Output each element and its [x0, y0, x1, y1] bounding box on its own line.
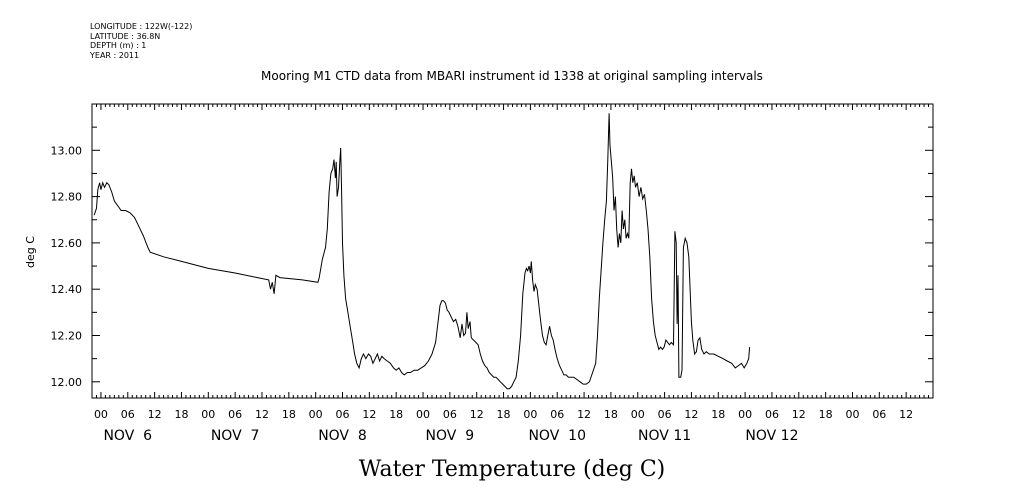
- x-day-label: NOV 12: [745, 428, 798, 444]
- y-tick-label: 13.00: [51, 144, 83, 157]
- mooring-metadata: LONGITUDE : 122W(-122) LATITUDE : 36.8N …: [90, 22, 192, 60]
- x-hour-label: 00: [523, 408, 537, 421]
- y-tick-label: 12.00: [51, 376, 83, 389]
- x-hour-label: 18: [711, 408, 725, 421]
- x-axis-label: Water Temperature (deg C): [359, 457, 666, 482]
- year-text: YEAR : 2011: [90, 50, 140, 60]
- x-hour-label: 06: [550, 408, 564, 421]
- x-hour-label: 18: [389, 408, 403, 421]
- x-day-labels: NOV 6 NOV 7 NOV 8 NOV 9 NOV 10 NOV 11 NOV 12: [103, 428, 798, 444]
- x-day-label: NOV 7: [211, 428, 260, 444]
- x-hour-label: 06: [443, 408, 457, 421]
- x-day-label: NOV 9: [426, 428, 475, 444]
- x-hour-label: 06: [658, 408, 672, 421]
- x-hour-label: 00: [94, 408, 108, 421]
- x-hour-labels: 00 06 12 18 00 06 12 18 00 06 12 18 00 06 12 18 00 06 12 18…: [94, 408, 913, 421]
- latitude-text: LATITUDE : 36.8N: [90, 31, 161, 41]
- x-hour-label: 00: [309, 408, 323, 421]
- longitude-text: LONGITUDE : 122W(-122): [90, 22, 193, 31]
- x-hour-label: 00: [201, 408, 215, 421]
- x-hour-label: 06: [121, 408, 135, 421]
- depth-text: DEPTH (m) : 1: [90, 41, 147, 50]
- x-hour-label: 12: [470, 408, 484, 421]
- x-hour-label: 12: [899, 408, 913, 421]
- x-hour-label: 12: [255, 408, 269, 421]
- x-hour-label: 18: [174, 408, 188, 421]
- x-hour-label: 06: [765, 408, 779, 421]
- y-tick-label: 12.40: [51, 283, 83, 296]
- x-hour-label: 18: [604, 408, 618, 421]
- y-axis-label: deg C: [24, 236, 37, 268]
- x-hour-label: 00: [738, 408, 752, 421]
- x-hour-label: 06: [872, 408, 886, 421]
- chart-title: Mooring M1 CTD data from MBARI instrumen…: [261, 69, 763, 83]
- x-hour-label: 06: [228, 408, 242, 421]
- x-hour-label: 12: [792, 408, 806, 421]
- x-hour-label: 00: [631, 408, 645, 421]
- x-day-label: NOV 11: [638, 428, 691, 444]
- y-tick-label: 12.20: [51, 329, 83, 342]
- x-hour-label: 12: [684, 408, 698, 421]
- x-day-label: NOV 6: [103, 428, 152, 444]
- x-hour-label: 18: [282, 408, 296, 421]
- x-hour-label: 12: [148, 408, 162, 421]
- y-tick-label: 12.80: [51, 191, 83, 204]
- series-line: [93, 113, 751, 390]
- x-hour-label: 18: [819, 408, 833, 421]
- x-hour-label: 06: [336, 408, 350, 421]
- x-hour-label: 12: [577, 408, 591, 421]
- x-day-label: NOV 10: [528, 428, 586, 444]
- x-axis: [91, 104, 934, 398]
- x-day-label: NOV 8: [318, 428, 367, 444]
- x-hour-label: 12: [362, 408, 376, 421]
- x-hour-label: 18: [497, 408, 511, 421]
- x-hour-label: 00: [845, 408, 859, 421]
- y-axis: 12.00 12.20 12.40 12.60 12.80 13.00: [51, 126, 933, 389]
- y-tick-label: 12.60: [51, 237, 83, 250]
- plot-frame: [91, 103, 934, 399]
- x-hour-label: 00: [416, 408, 430, 421]
